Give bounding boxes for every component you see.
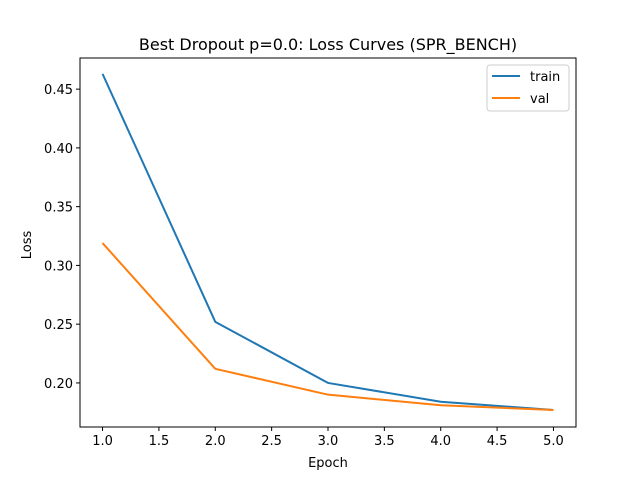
y-axis-label: Loss <box>20 231 35 260</box>
x-tick-label: 4.0 <box>430 434 451 449</box>
y-tick-label: 0.35 <box>44 201 73 216</box>
x-tick-label: 1.5 <box>149 434 170 449</box>
y-tick-label: 0.20 <box>44 377 73 392</box>
legend-label-train: train <box>530 70 560 85</box>
legend-label-val: val <box>530 92 549 107</box>
y-tick-label: 0.45 <box>44 83 73 98</box>
y-axis-ticks: 0.20 0.25 0.30 0.35 0.40 0.45 <box>44 83 80 392</box>
x-tick-label: 1.0 <box>92 434 113 449</box>
x-tick-label: 4.5 <box>487 434 508 449</box>
x-tick-label: 3.0 <box>318 434 339 449</box>
x-tick-label: 3.5 <box>374 434 395 449</box>
x-tick-label: 2.5 <box>261 434 282 449</box>
x-axis-ticks: 1.0 1.5 2.0 2.5 3.0 3.5 4.0 4.5 5.0 <box>92 427 564 449</box>
series-line-train <box>101 73 554 411</box>
series-line-val <box>101 242 554 411</box>
x-axis-label: Epoch <box>308 456 348 471</box>
x-tick-label: 5.0 <box>543 434 564 449</box>
y-tick-label: 0.40 <box>44 142 73 157</box>
x-tick-label: 2.0 <box>205 434 226 449</box>
y-tick-label: 0.30 <box>44 259 73 274</box>
plot-area <box>80 58 576 427</box>
chart-title: Best Dropout p=0.0: Loss Curves (SPR_BEN… <box>139 35 517 55</box>
legend: train val <box>486 64 570 112</box>
series-layer <box>101 73 554 411</box>
y-tick-label: 0.25 <box>44 318 73 333</box>
